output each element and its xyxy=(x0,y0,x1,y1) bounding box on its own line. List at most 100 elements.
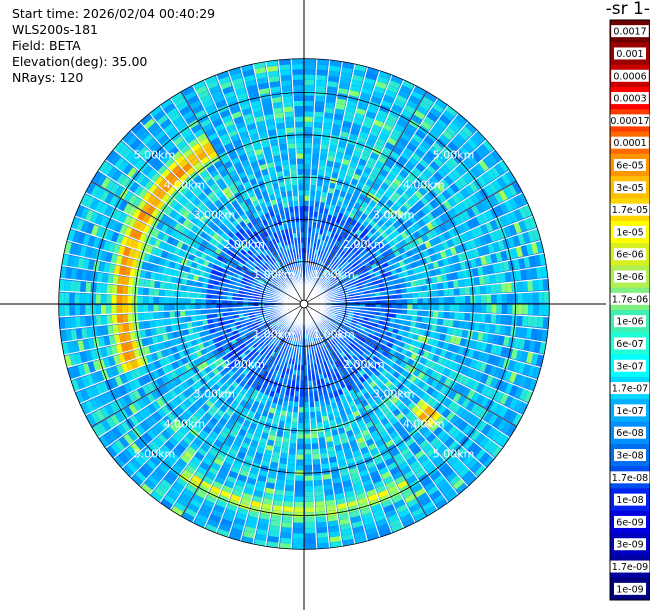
ppi-gate xyxy=(106,284,112,294)
ppi-gate xyxy=(311,169,318,175)
ppi-gate xyxy=(491,314,497,323)
ppi-gate xyxy=(539,304,544,315)
ppi-gate xyxy=(123,277,129,286)
ppi-gate xyxy=(128,277,134,286)
ppi-gate xyxy=(304,222,308,227)
ppi-gate xyxy=(164,297,169,304)
ppi-gate xyxy=(305,528,316,534)
ppi-gate xyxy=(279,463,287,469)
ppi-gate xyxy=(486,294,491,303)
ppi-gate xyxy=(148,313,154,321)
ppi-gate xyxy=(305,507,315,512)
ppi-gate xyxy=(313,127,322,133)
ppi-gate xyxy=(439,297,444,304)
ppi-gate xyxy=(321,139,329,145)
ppi-gate xyxy=(518,293,523,303)
ppi-gate xyxy=(481,295,486,304)
ppi-gate xyxy=(454,312,460,320)
ppi-gate xyxy=(316,70,327,76)
ppi-gate xyxy=(448,319,454,327)
ppi-gate xyxy=(282,522,293,528)
ppi-gate xyxy=(538,279,544,291)
ppi-gate xyxy=(281,448,289,454)
ppi-gate xyxy=(280,453,288,459)
ppi-gate xyxy=(111,305,116,314)
ppi-gate xyxy=(312,143,320,149)
ppi-gate xyxy=(418,304,423,310)
ppi-gate xyxy=(397,304,402,309)
ppi-gate xyxy=(75,293,80,304)
ppi-gate xyxy=(323,118,332,124)
ppi-gate xyxy=(465,295,470,303)
ppi-gate xyxy=(290,438,297,444)
ppi-gate xyxy=(276,484,285,490)
ppi-gate xyxy=(159,312,165,319)
ppi-gate xyxy=(443,289,449,296)
ppi-gate xyxy=(501,314,507,324)
ppi-gate xyxy=(497,304,502,313)
ppi-gate xyxy=(464,312,470,320)
ppi-gate xyxy=(305,439,312,444)
ppi-gate xyxy=(138,288,144,296)
ppi-gate xyxy=(160,282,166,289)
ppi-gate xyxy=(75,317,81,328)
ppi-gate xyxy=(304,190,309,195)
ppi-gate xyxy=(298,423,304,428)
ppi-gate xyxy=(305,533,316,539)
ppi-gate xyxy=(280,458,288,464)
ppi-gate xyxy=(143,296,148,304)
ppi-gate xyxy=(304,122,313,127)
ppi-gate xyxy=(148,297,153,304)
ppi-gate xyxy=(304,201,309,206)
ppi-gate xyxy=(169,291,175,298)
ppi-gate xyxy=(294,507,304,512)
ppi-gate xyxy=(153,305,158,312)
ppi-gate xyxy=(314,480,323,486)
ppi-gate xyxy=(496,283,502,293)
ppi-gate xyxy=(539,291,545,302)
ppi-gate xyxy=(313,464,321,470)
ppi-gate xyxy=(138,313,144,321)
ppi-gate xyxy=(438,289,444,296)
ppi-gate xyxy=(381,304,386,308)
ppi-gate xyxy=(190,293,196,299)
ppi-gate xyxy=(289,449,296,455)
ppi-gate xyxy=(299,413,304,418)
ppi-gate xyxy=(304,164,311,169)
ppi-gate xyxy=(298,434,304,439)
ppi-gate xyxy=(305,539,316,545)
ppi-gate xyxy=(206,299,211,304)
ppi-gate xyxy=(459,287,465,295)
ppi-gate xyxy=(304,64,315,69)
ppi-gate xyxy=(282,517,293,523)
ppi-gate xyxy=(423,310,429,316)
ppi-gate xyxy=(69,293,74,304)
ppi-gate xyxy=(312,138,320,144)
ppi-gate xyxy=(299,407,304,412)
ppi-gate xyxy=(474,322,480,331)
ppi-gate xyxy=(305,518,315,523)
ppi-gate xyxy=(80,317,86,328)
ppi-gate xyxy=(292,423,298,429)
ppi-gate xyxy=(523,304,528,315)
ppi-gate xyxy=(532,316,538,327)
ppi-gate xyxy=(305,465,313,470)
ppi-gate xyxy=(315,96,325,102)
ppi-gate xyxy=(305,502,315,508)
ppi-gate xyxy=(64,280,70,292)
ppi-gate xyxy=(297,455,304,460)
ppi-gate xyxy=(297,439,304,444)
ppi-gate xyxy=(154,281,160,289)
ppi-gate xyxy=(118,324,124,333)
ppi-gate xyxy=(106,295,111,304)
ppi-gate xyxy=(96,316,102,326)
ppi-gate xyxy=(413,304,418,309)
ppi-gate xyxy=(180,298,185,304)
ppi-gate xyxy=(286,480,295,486)
ppi-gate xyxy=(165,283,171,290)
ppi-gate xyxy=(284,501,294,507)
ppi-gate xyxy=(305,481,314,486)
ppi-gate xyxy=(522,316,528,327)
ppi-gate xyxy=(479,323,485,332)
